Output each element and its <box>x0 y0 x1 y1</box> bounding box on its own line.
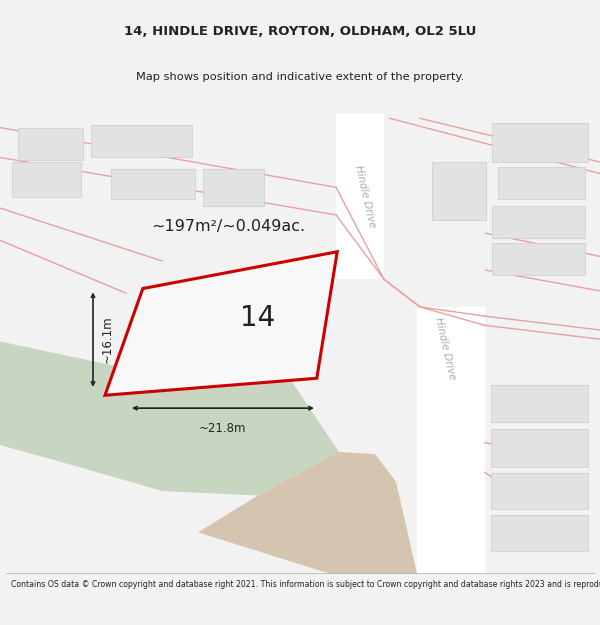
Text: Hindle Drive: Hindle Drive <box>353 164 377 229</box>
Polygon shape <box>105 252 337 395</box>
Text: 14, HINDLE DRIVE, ROYTON, OLDHAM, OL2 5LU: 14, HINDLE DRIVE, ROYTON, OLDHAM, OL2 5L… <box>124 26 476 38</box>
Polygon shape <box>336 114 384 279</box>
Polygon shape <box>417 307 485 574</box>
Polygon shape <box>91 125 192 158</box>
Polygon shape <box>491 472 588 509</box>
Polygon shape <box>18 127 83 160</box>
Polygon shape <box>203 169 264 206</box>
Polygon shape <box>492 206 585 238</box>
Polygon shape <box>492 123 588 162</box>
Polygon shape <box>12 162 81 196</box>
Polygon shape <box>432 162 486 219</box>
Polygon shape <box>492 242 585 275</box>
Polygon shape <box>498 167 585 199</box>
Polygon shape <box>141 277 231 336</box>
Polygon shape <box>491 429 588 467</box>
Text: ~16.1m: ~16.1m <box>101 316 114 363</box>
Polygon shape <box>0 341 339 496</box>
Text: Map shows position and indicative extent of the property.: Map shows position and indicative extent… <box>136 72 464 82</box>
Text: ~197m²/~0.049ac.: ~197m²/~0.049ac. <box>151 219 305 234</box>
Text: Hindle Drive: Hindle Drive <box>433 316 457 381</box>
Text: 14: 14 <box>241 304 275 332</box>
Polygon shape <box>111 169 195 199</box>
Polygon shape <box>491 385 588 422</box>
Polygon shape <box>198 452 417 574</box>
Text: Contains OS data © Crown copyright and database right 2021. This information is : Contains OS data © Crown copyright and d… <box>11 581 600 589</box>
Polygon shape <box>491 515 588 551</box>
Text: ~21.8m: ~21.8m <box>199 422 247 435</box>
